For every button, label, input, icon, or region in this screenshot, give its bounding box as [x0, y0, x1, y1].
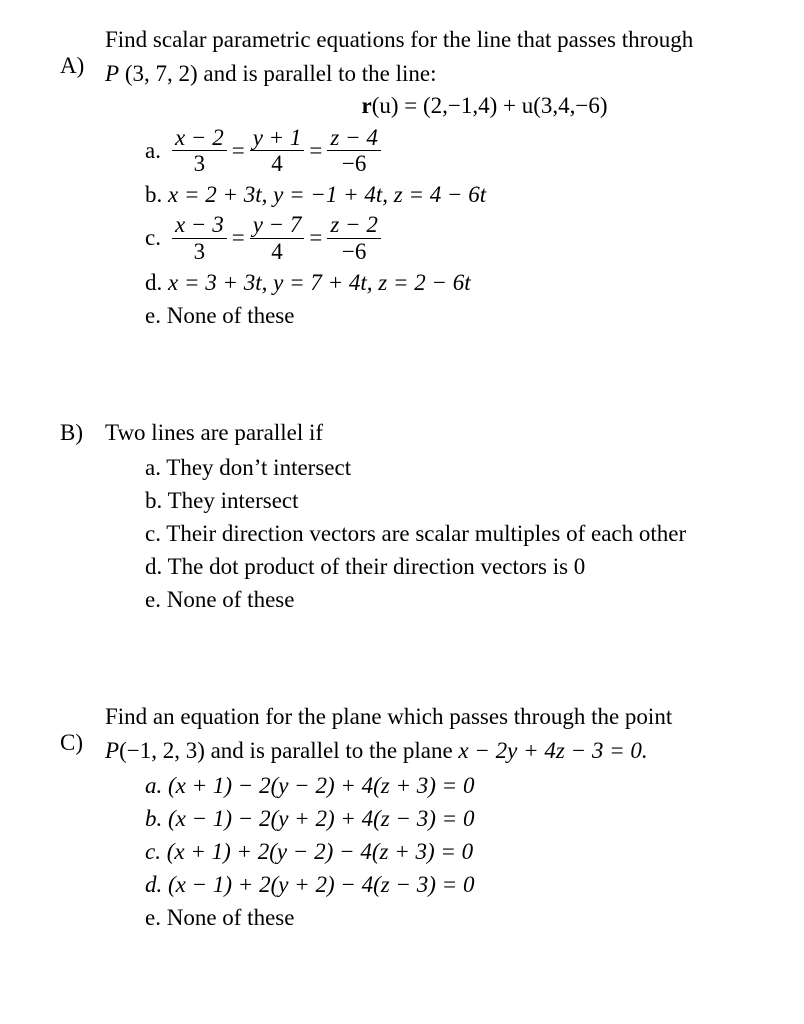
frac-a1: x − 2 3	[172, 125, 227, 177]
frac-c2-den: 4	[250, 239, 305, 264]
option-b-c: c. Their direction vectors are scalar mu…	[145, 518, 774, 549]
option-b: b. x = 2 + 3t, y = −1 + 4t, z = 4 − 6t	[145, 179, 774, 210]
frac-c1: x − 3 3	[172, 212, 227, 264]
point-c-var: P	[105, 738, 119, 763]
option-b-d: d. The dot product of their direction ve…	[145, 551, 774, 582]
eq-c1: =	[232, 225, 245, 251]
question-b-label: B)	[60, 418, 105, 446]
option-c-letter: c.	[145, 225, 161, 251]
option-e-text: None of these	[161, 303, 295, 328]
option-c-d: d. (x − 1) + 2(y + 2) − 4(z − 3) = 0	[145, 869, 774, 900]
question-c-content: Find an equation for the plane which pas…	[105, 702, 774, 935]
option-b-text: x = 2 + 3t, y = −1 + 4t, z = 4 − 6t	[162, 182, 486, 207]
point-text: (3, 7, 2) and is parallel to the line:	[119, 61, 436, 86]
question-a-equation: r(u) = (2,−1,4) + u(3,4,−6)	[195, 93, 774, 119]
question-b-prompt: Two lines are parallel if	[105, 418, 774, 448]
question-c-prompt-line2: P(−1, 2, 3) and is parallel to the plane…	[105, 736, 774, 766]
question-a-content: Find scalar parametric equations for the…	[105, 25, 774, 333]
plane-eq: x − 2y + 4z − 3 = 0.	[458, 738, 647, 763]
option-e: e. None of these	[145, 300, 774, 331]
option-b-b: b. They intersect	[145, 485, 774, 516]
option-b-e: e. None of these	[145, 584, 774, 615]
question-c-options: a. (x + 1) − 2(y − 2) + 4(z + 3) = 0 b. …	[145, 770, 774, 933]
option-d: d. x = 3 + 3t, y = 7 + 4t, z = 2 − 6t	[145, 267, 774, 298]
point-c-text: (−1, 2, 3) and is parallel to the plane	[119, 738, 458, 763]
frac-c3-den: −6	[327, 239, 380, 264]
option-c-e: e. None of these	[145, 902, 774, 933]
frac-a2-den: 4	[250, 151, 305, 176]
eq-rest: (u) = (2,−1,4) + u(3,4,−6)	[372, 93, 608, 118]
frac-a1-num: x − 2	[172, 125, 227, 151]
frac-a1-den: 3	[172, 151, 227, 176]
frac-c1-num: x − 3	[172, 212, 227, 238]
option-c-a: a. (x + 1) − 2(y − 2) + 4(z + 3) = 0	[145, 770, 774, 801]
option-a-letter: a.	[145, 138, 161, 164]
option-d-text: x = 3 + 3t, y = 7 + 4t, z = 2 − 6t	[162, 270, 470, 295]
eq-c2: =	[309, 225, 322, 251]
option-c: c. x − 3 3 = y − 7 4 = z − 2 −6	[145, 212, 774, 264]
eq-a2: =	[309, 138, 322, 164]
frac-c2-num: y − 7	[250, 212, 305, 238]
eq-a1: =	[232, 138, 245, 164]
frac-a3-den: −6	[327, 151, 380, 176]
question-a-options: a. x − 2 3 = y + 1 4 = z − 4 −6 b. x = 2	[145, 125, 774, 331]
option-c-c: c. (x + 1) + 2(y − 2) − 4(z + 3) = 0	[145, 836, 774, 867]
option-b-letter: b.	[145, 182, 162, 207]
option-b-a: a. They don’t intersect	[145, 452, 774, 483]
frac-a2: y + 1 4	[250, 125, 305, 177]
frac-c2: y − 7 4	[250, 212, 305, 264]
question-a-prompt-line2: P (3, 7, 2) and is parallel to the line:	[105, 59, 774, 89]
frac-a2-num: y + 1	[250, 125, 305, 151]
question-b-content: Two lines are parallel if a. They don’t …	[105, 418, 774, 617]
frac-c3-num: z − 2	[327, 212, 380, 238]
option-c-b: b. (x − 1) − 2(y + 2) + 4(z − 3) = 0	[145, 803, 774, 834]
option-e-letter: e.	[145, 303, 161, 328]
option-d-letter: d.	[145, 270, 162, 295]
question-c-label: C)	[60, 702, 105, 756]
eq-r: r	[361, 93, 371, 118]
point-var: P	[105, 61, 119, 86]
question-a-label: A)	[60, 25, 105, 79]
question-c-prompt-line1: Find an equation for the plane which pas…	[105, 702, 774, 732]
question-c: C) Find an equation for the plane which …	[60, 702, 774, 935]
frac-c1-den: 3	[172, 239, 227, 264]
question-b-options: a. They don’t intersect b. They intersec…	[145, 452, 774, 615]
frac-c3: z − 2 −6	[327, 212, 380, 264]
question-b: B) Two lines are parallel if a. They don…	[60, 418, 774, 617]
question-a: A) Find scalar parametric equations for …	[60, 25, 774, 333]
question-a-prompt-line1: Find scalar parametric equations for the…	[105, 25, 774, 55]
frac-a3-num: z − 4	[327, 125, 380, 151]
frac-a3: z − 4 −6	[327, 125, 380, 177]
option-a: a. x − 2 3 = y + 1 4 = z − 4 −6	[145, 125, 774, 177]
